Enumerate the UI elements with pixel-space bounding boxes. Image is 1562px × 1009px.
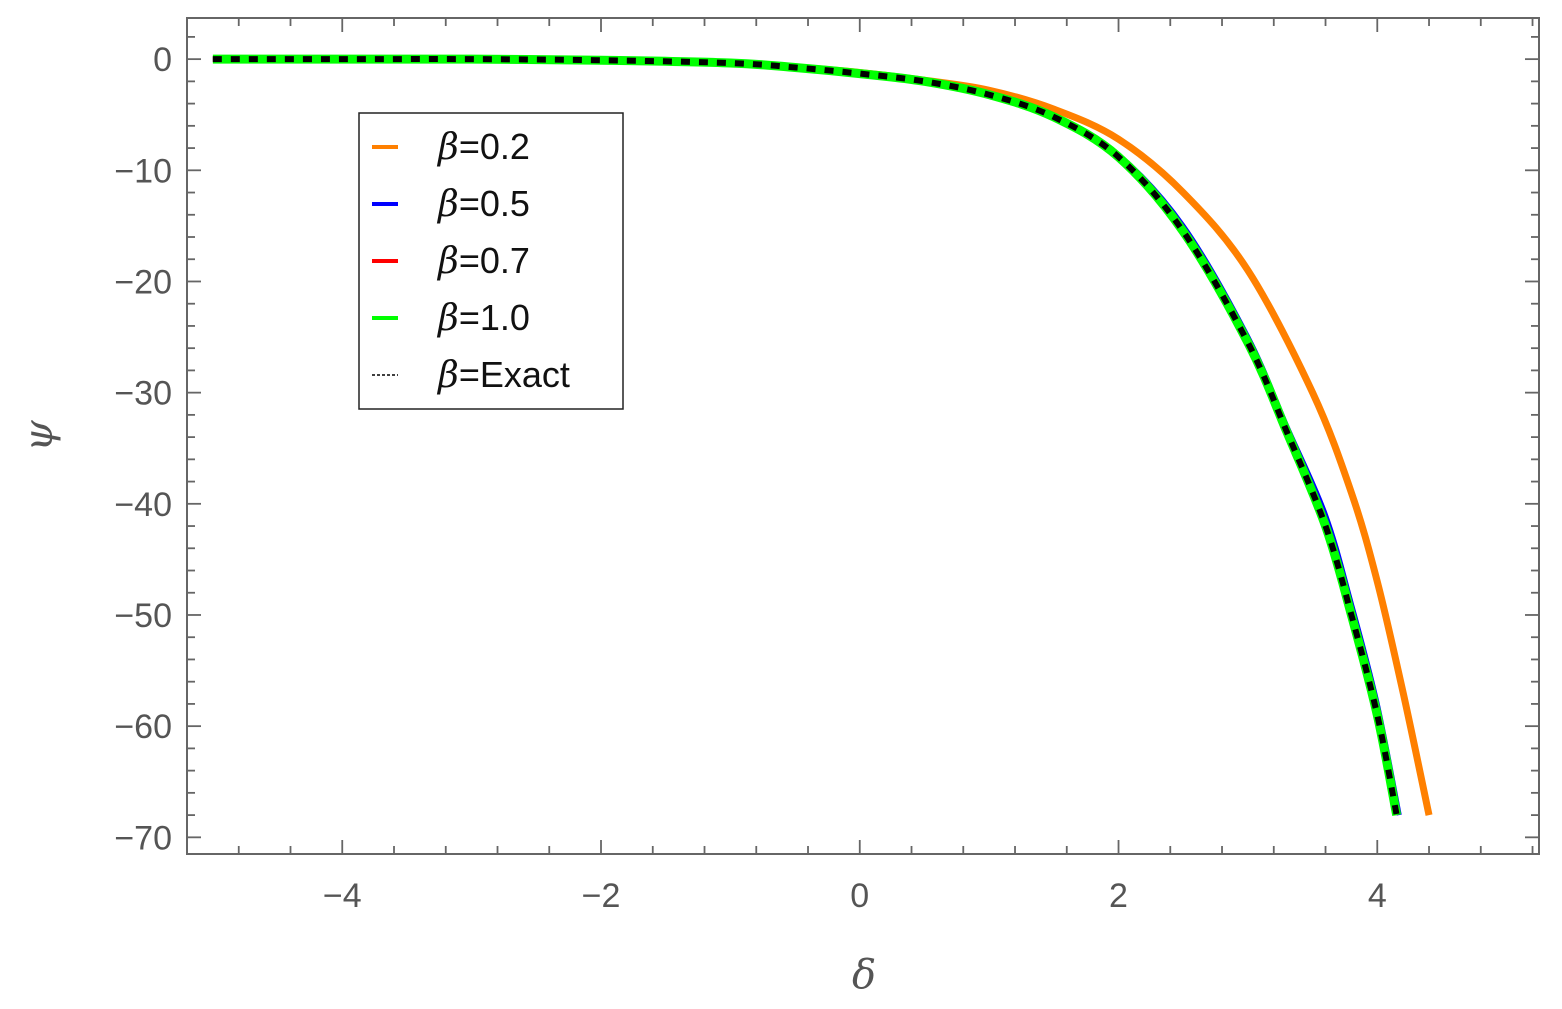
legend-value: =0.5 xyxy=(459,183,530,224)
y-tick-label: −20 xyxy=(114,263,172,301)
x-tick-label: −4 xyxy=(323,877,362,915)
axis-tick-labels: −4 −2 0 2 40−10−20−30−40−50−60−70 xyxy=(114,41,1386,915)
legend-label-beta-0-5: β=0.5 xyxy=(436,183,530,225)
legend-value: =0.2 xyxy=(459,126,530,167)
x-tick-label: 4 xyxy=(1368,877,1387,915)
legend-beta-symbol: β xyxy=(436,298,459,339)
legend-value: =1.0 xyxy=(459,297,530,338)
y-tick-label: −30 xyxy=(114,375,172,413)
series-line-beta-exact xyxy=(212,56,1400,816)
legend: β=0.2β=0.5β=0.7β=1.0β=Exact xyxy=(358,112,624,410)
legend-beta-symbol: β xyxy=(436,184,459,225)
legend-label-beta-1-0: β=1.0 xyxy=(436,297,530,339)
y-tick-label: −60 xyxy=(114,708,172,746)
x-tick-label: −2 xyxy=(582,877,621,915)
series-layer xyxy=(212,54,1433,816)
x-tick-label: 2 xyxy=(1109,877,1128,915)
legend-label-beta-exact: β=Exact xyxy=(436,354,570,396)
plot-frame xyxy=(186,17,1540,855)
y-tick-label: 0 xyxy=(153,41,172,79)
y-axis-title: ψ xyxy=(16,420,62,452)
y-tick-label: −70 xyxy=(114,819,172,857)
x-axis-title: δ xyxy=(852,952,876,998)
legend-value: =Exact xyxy=(459,354,570,395)
x-tick-label: 0 xyxy=(850,877,869,915)
legend-label-beta-0-7: β=0.7 xyxy=(436,240,530,282)
axis-ticks xyxy=(186,18,1539,854)
legend-beta-symbol: β xyxy=(436,127,459,168)
y-tick-label: −50 xyxy=(114,597,172,635)
legend-box xyxy=(358,112,624,410)
legend-label-beta-0-2: β=0.2 xyxy=(436,126,530,168)
legend-beta-symbol: β xyxy=(436,355,459,396)
legend-value: =0.7 xyxy=(459,240,530,281)
legend-beta-symbol: β xyxy=(436,241,459,282)
y-tick-label: −40 xyxy=(114,486,172,524)
y-tick-label: −10 xyxy=(114,152,172,190)
